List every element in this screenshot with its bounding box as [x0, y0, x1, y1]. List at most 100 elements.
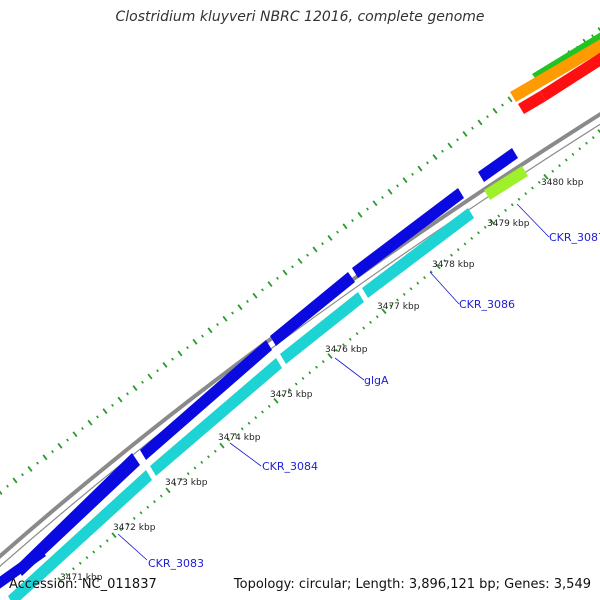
inner-tick	[564, 158, 568, 162]
inner-tick	[159, 494, 163, 498]
inner-tick	[477, 231, 480, 235]
gene-label-ckr-3087[interactable]: CKR_3087	[549, 231, 600, 244]
inner-tick	[543, 173, 549, 180]
inner-tick	[281, 393, 285, 397]
gene-label-ckr-3086[interactable]: CKR_3086	[459, 298, 515, 311]
outer-tick	[327, 234, 333, 241]
accession-text: Accession: NC_011837	[9, 577, 157, 592]
inner-tick	[72, 567, 75, 571]
kbp-label-3472: 3472 kbp	[113, 523, 156, 533]
inner-tick-ring	[57, 129, 600, 583]
outer-tick	[66, 438, 69, 442]
outer-tick	[192, 338, 198, 345]
outer-tick	[27, 465, 33, 472]
inner-tick	[92, 550, 96, 554]
outer-tick	[216, 323, 219, 327]
outer-tick	[402, 177, 408, 184]
inner-tick	[173, 483, 177, 487]
outer-tick	[162, 362, 168, 368]
inner-tick	[362, 326, 366, 330]
outer-tick	[267, 281, 273, 288]
cds-forward-3	[16, 453, 140, 576]
forward-cds-track	[0, 148, 518, 589]
inner-tick	[288, 388, 291, 392]
outer-tick	[432, 154, 438, 160]
outer-tick	[426, 161, 429, 165]
outer-tick	[396, 184, 399, 188]
outer-tick	[81, 426, 84, 430]
inner-tick	[409, 287, 413, 291]
outer-tick	[261, 288, 264, 292]
inner-tick	[369, 320, 372, 324]
inner-tick	[342, 343, 345, 347]
inner-tick	[65, 572, 69, 576]
cds-forward-5	[270, 272, 355, 346]
inner-tick	[57, 577, 63, 583]
outer-tick	[177, 350, 183, 357]
cds-reverse-1	[8, 470, 152, 600]
outer-tick	[297, 258, 303, 264]
outer-tick	[186, 346, 189, 350]
outer-tick	[42, 454, 48, 461]
cds-forward-6	[352, 188, 464, 278]
inner-tick	[402, 292, 406, 296]
outer-tick	[276, 276, 279, 280]
inner-tick	[551, 169, 555, 173]
outer-tick	[477, 119, 483, 126]
outer-tick	[207, 327, 213, 334]
cds-reverse-2	[150, 358, 282, 476]
outer-tick	[87, 419, 93, 426]
outer-tick	[141, 380, 144, 384]
inner-tick	[273, 397, 279, 404]
outer-tick	[462, 131, 468, 137]
genome-summary-text: Topology: circular; Length: 3,896,121 bp…	[233, 577, 591, 592]
upper-feature-group	[510, 32, 600, 114]
outer-tick	[147, 373, 153, 380]
inner-tick	[207, 455, 210, 459]
gene-label-ckr-3084[interactable]: CKR_3084	[262, 460, 318, 473]
outer-tick	[507, 96, 513, 103]
outer-tick	[171, 357, 174, 361]
inner-tick	[321, 360, 325, 364]
outer-tick	[6, 484, 9, 488]
inner-tick	[261, 410, 264, 414]
outer-tick	[237, 304, 243, 311]
inner-tick	[456, 248, 460, 252]
kbp-label-3474: 3474 kbp	[218, 433, 261, 443]
kbp-label-3471: 3471 kbp	[60, 573, 103, 583]
inner-tick	[504, 208, 507, 212]
inner-tick	[294, 382, 298, 386]
inner-tick	[153, 500, 156, 504]
inner-tick	[597, 129, 600, 134]
outer-tick	[117, 396, 123, 403]
inner-tick	[111, 532, 117, 539]
outer-tick	[126, 392, 129, 396]
inner-tick	[315, 365, 318, 369]
inner-tick	[429, 270, 433, 274]
inner-tick	[240, 427, 244, 431]
outer-tick	[492, 107, 498, 114]
inner-tick	[335, 348, 339, 352]
inner-tick	[308, 371, 312, 375]
cds-reverse-3	[280, 292, 364, 364]
inner-tick	[416, 281, 420, 285]
inner-tick	[571, 152, 575, 156]
kbp-label-3477: 3477 kbp	[377, 302, 420, 312]
inner-tick	[591, 136, 595, 140]
reverse-cds-track	[8, 166, 528, 600]
gene-label-ckr-3083[interactable]: CKR_3083	[148, 557, 204, 570]
gene-label-glga[interactable]: glgA	[364, 374, 389, 387]
outer-tick	[21, 473, 24, 477]
outer-tick	[201, 334, 204, 338]
outer-tick	[222, 315, 228, 322]
lime-feature	[484, 166, 528, 200]
inner-tick	[105, 539, 109, 543]
kbp-label-3478: 3478 kbp	[432, 260, 475, 270]
outer-tick	[597, 27, 600, 32]
inner-tick	[578, 147, 582, 151]
outer-tick	[282, 269, 288, 276]
inner-tick	[524, 192, 528, 196]
inner-tick	[213, 449, 217, 453]
outer-tick	[96, 415, 99, 419]
